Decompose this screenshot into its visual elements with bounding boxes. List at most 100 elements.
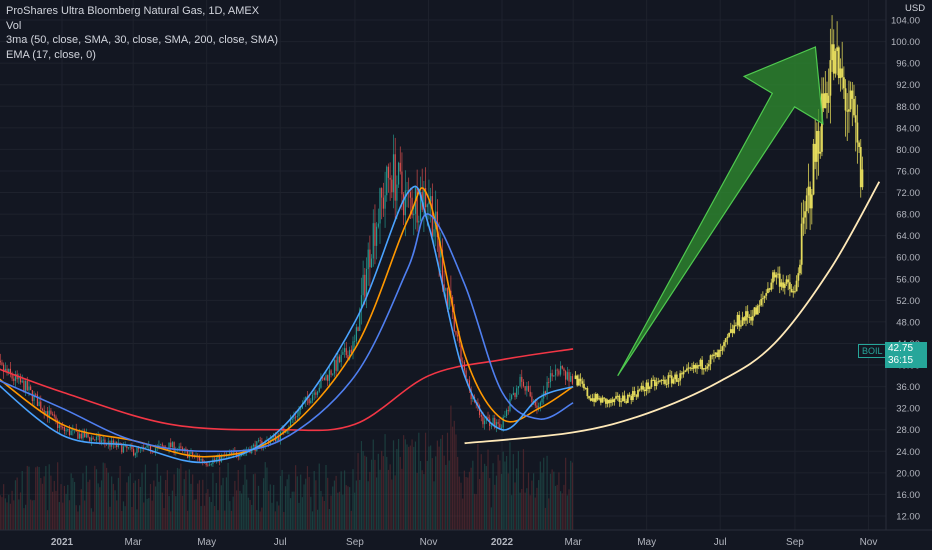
volume-bar xyxy=(99,487,101,530)
volume-bar xyxy=(259,511,261,530)
candle-body xyxy=(276,436,278,442)
candle-body xyxy=(170,442,172,447)
candle-body xyxy=(163,445,165,447)
candle-body xyxy=(77,431,79,439)
volume-bar xyxy=(193,499,195,530)
chart-title: ProShares Ultra Bloomberg Natural Gas, 1… xyxy=(6,5,260,17)
candle-body xyxy=(198,457,201,461)
projection-body xyxy=(578,378,580,386)
candle-body xyxy=(28,386,30,391)
y-tick-label: 52.00 xyxy=(896,296,920,307)
projection-body xyxy=(829,60,832,96)
projection-body xyxy=(662,379,665,381)
projection-body xyxy=(756,305,759,315)
volume-bar xyxy=(279,476,282,530)
volume-bar xyxy=(138,479,140,530)
volume-bar xyxy=(77,511,79,530)
volume-bar xyxy=(229,501,231,530)
x-axis: 2021 Mar May Jul Sep Nov 2022 Mar May Jul Sep Nov xyxy=(0,529,932,550)
volume-bar xyxy=(72,477,74,530)
candle-body xyxy=(178,446,180,450)
volume-bar xyxy=(38,466,40,530)
volume-bar xyxy=(6,502,8,530)
y-tick-label: 32.00 xyxy=(896,404,920,415)
volume-bar xyxy=(43,476,45,530)
volume-bar xyxy=(391,479,393,530)
candle-body xyxy=(230,452,233,454)
projection-body xyxy=(719,350,722,352)
projection-body xyxy=(611,399,614,403)
projection-body xyxy=(659,380,661,382)
projection-body xyxy=(832,44,835,74)
candle-body xyxy=(527,386,530,392)
projection-body xyxy=(645,382,648,392)
volume-bar xyxy=(303,484,305,530)
candle-body xyxy=(457,334,459,337)
projection-body xyxy=(861,169,864,188)
candle-body xyxy=(350,349,352,353)
volume-bar xyxy=(413,446,415,530)
volume-bar xyxy=(210,502,212,530)
candle-body xyxy=(389,177,391,180)
candle-body xyxy=(313,392,315,395)
volume-bar xyxy=(288,474,290,530)
candle-body xyxy=(441,249,444,285)
candle-body xyxy=(521,376,523,382)
projection-body xyxy=(655,382,658,387)
volume-bar xyxy=(149,484,152,530)
candle-body xyxy=(134,453,136,456)
volume-bar xyxy=(293,491,295,530)
projection-body xyxy=(809,186,812,209)
volume-bar xyxy=(396,448,398,530)
volume-bar xyxy=(129,473,131,530)
candle-body xyxy=(219,454,221,462)
projection-body xyxy=(731,329,734,334)
volume-bar xyxy=(146,498,148,530)
candle-body xyxy=(308,399,310,404)
volume-bar xyxy=(549,473,552,530)
volume-bar xyxy=(548,498,550,530)
volume-bar xyxy=(84,500,86,530)
candle-body xyxy=(158,445,160,446)
series-line-2 xyxy=(0,213,574,453)
projection-body xyxy=(584,388,587,390)
projection-body xyxy=(615,396,617,399)
projection-body xyxy=(778,273,781,287)
y-tick-label: 36.00 xyxy=(896,382,920,393)
candle-body xyxy=(21,380,23,383)
volume-bar xyxy=(58,502,60,530)
candle-body xyxy=(38,401,40,407)
projection-body xyxy=(788,282,791,289)
volume-bar xyxy=(190,483,192,530)
candle-body xyxy=(301,403,303,409)
volume-bar xyxy=(328,509,330,530)
volume-bar xyxy=(75,505,77,530)
volume-bar xyxy=(111,476,113,530)
x-tick-label: Mar xyxy=(565,537,583,548)
candle-body xyxy=(183,448,185,450)
projection-body xyxy=(702,368,705,370)
volume-bar xyxy=(462,498,464,530)
candle-body xyxy=(205,462,207,465)
volume-bar xyxy=(158,481,160,530)
candle-body xyxy=(95,436,98,441)
candle-body xyxy=(53,414,55,417)
projection-body xyxy=(670,375,673,384)
volume-bar xyxy=(374,459,376,530)
x-tick-label: Nov xyxy=(420,537,438,548)
volume-bar xyxy=(430,445,432,530)
candle-body xyxy=(426,204,428,208)
projection-body xyxy=(751,315,754,321)
volume-bar xyxy=(63,485,66,530)
candle-body xyxy=(127,447,130,449)
volume-bar xyxy=(347,486,349,530)
volume-bar xyxy=(112,483,114,530)
volume-bar xyxy=(512,454,514,530)
volume-bar xyxy=(381,450,383,530)
volume-bar xyxy=(73,481,76,530)
volume-bar xyxy=(411,439,413,530)
candle-body xyxy=(252,444,255,447)
volume-bar xyxy=(467,477,469,530)
projection-body xyxy=(804,211,806,218)
